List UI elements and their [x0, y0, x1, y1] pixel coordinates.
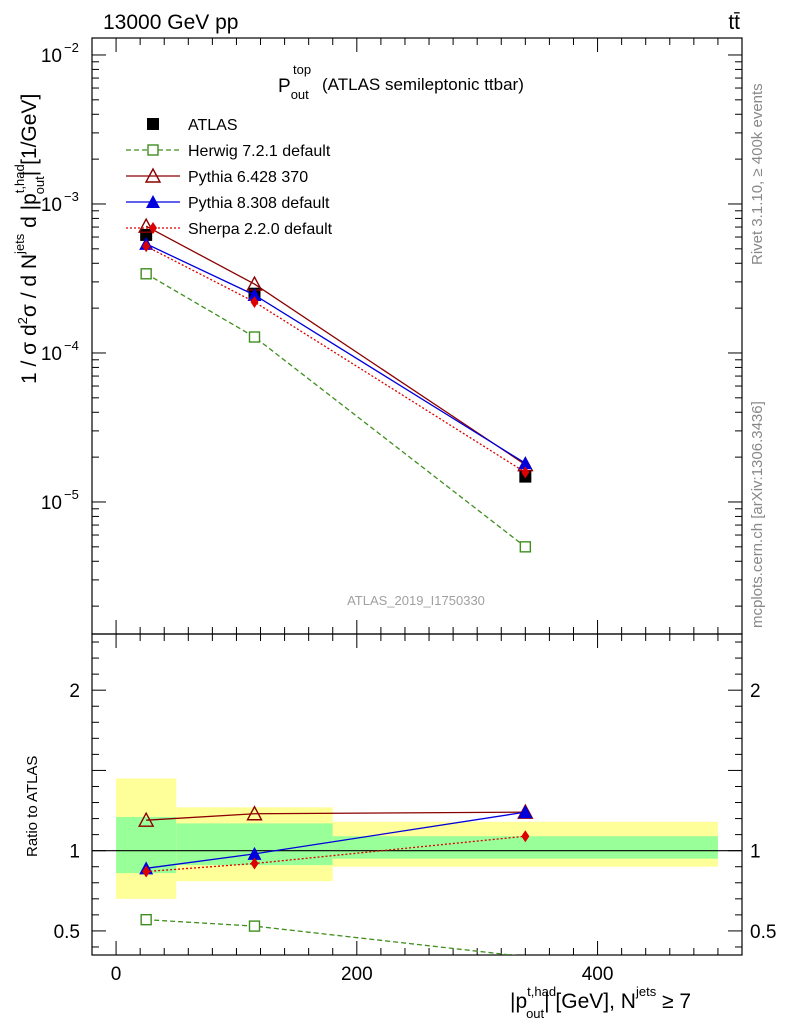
ratio-point-sherpa-2-2-0-default [521, 830, 530, 843]
y-tick-label-main: 10 [41, 493, 62, 514]
plot-title: Pout [278, 76, 309, 102]
y-tick-label-main-exp: −3 [64, 189, 79, 204]
main-point-herwig-7-2-1-default [248, 331, 261, 343]
main-line-sherpa-2-2-0-default [145, 245, 526, 473]
ratio-point-pythia-6-428-370 [246, 805, 263, 821]
analysis-watermark: ATLAS_2019_I1750330 [347, 593, 485, 608]
ratio-point-herwig-7-2-1-default [140, 913, 152, 926]
main-point-herwig-7-2-1-default [140, 268, 152, 280]
y-tick-label-main-exp: −2 [64, 40, 79, 55]
x-tick-label: 0 [111, 964, 122, 985]
legend-label-pythia-8-308-default: Pythia 8.308 default [188, 195, 330, 212]
ratio-point-pythia-8-308-default [518, 805, 533, 819]
y-tick-label-ratio: 2 [69, 681, 80, 702]
y-tick-label-main: 10 [41, 195, 62, 216]
legend-label-sherpa-2-2-0-default: Sherpa 2.2.0 default [188, 221, 333, 238]
legend-marker-herwig-7-2-1-default [147, 144, 159, 156]
main-series [137, 217, 534, 553]
legend-label-pythia-6-428-370: Pythia 6.428 370 [188, 169, 308, 186]
ratio-ylabel: Ratio to ATLAS [24, 756, 41, 857]
main-line-pythia-6-428-370 [145, 225, 526, 466]
ratio-point-pythia-6-428-370 [137, 811, 155, 827]
main-ylabel: 1 / σ d2σ / d Njets d |pt,had out| [1/GeV… [12, 94, 47, 384]
ratio-line-herwig-7-2-1-default [146, 919, 517, 955]
ratio-line-pythia-6-428-370 [146, 811, 526, 821]
main-line-herwig-7-2-1-default [145, 273, 526, 548]
main-point-pythia-6-428-370 [137, 217, 155, 233]
header-process: tt̄ [728, 11, 740, 34]
x-tick-label: 400 [582, 964, 614, 985]
rivet-label: Rivet 3.1.10, ≥ 400k events [749, 83, 766, 265]
y-tick-label-ratio-right: 1 [750, 842, 761, 863]
plot-title-base: P [278, 76, 291, 97]
x-tick-label: 200 [341, 964, 373, 985]
main-point-pythia-8-308-default [518, 456, 533, 470]
plot-title-sub: out [291, 87, 309, 102]
ratio-series [137, 803, 534, 955]
ratio-bands [92, 778, 742, 899]
legend-marker-pythia-8-308-default [146, 195, 160, 208]
y-tick-label-main: 10 [41, 46, 62, 67]
legend-marker-pythia-6-428-370 [144, 167, 162, 183]
ratio-point-herwig-7-2-1-default [248, 920, 261, 932]
main-point-sherpa-2-2-0-default [142, 240, 151, 253]
plot-title-sup: top [293, 62, 311, 77]
y-tick-label-ratio: 0.5 [54, 922, 80, 943]
legend-marker-sherpa-2-2-0-default [149, 222, 157, 234]
ratio-point-sherpa-2-2-0-default [142, 865, 151, 878]
y-tick-label-ratio-right: 0.5 [750, 922, 776, 943]
main-point-sherpa-2-2-0-default [521, 466, 530, 479]
main-line-pythia-8-308-default [145, 243, 526, 464]
y-tick-label-main: 10 [41, 344, 62, 365]
ratio-point-sherpa-2-2-0-default [250, 857, 259, 870]
legend-label-atlas: ATLAS [188, 117, 238, 134]
main-point-pythia-8-308-default [247, 287, 262, 301]
x-axis-label: |pt,had out| [GeV], Njets ≥ 7 [510, 984, 691, 1021]
legend-label-herwig-7-2-1-default: Herwig 7.2.1 default [188, 143, 331, 160]
legend-marker-atlas [147, 118, 159, 130]
ratio-plot-frame [91, 633, 743, 956]
main-ylabel-text: 1 / σ d2σ / d Njets d |pt,had out| [1/GeV… [12, 94, 47, 384]
main-point-herwig-7-2-1-default [519, 541, 532, 553]
header-energy: 13000 GeV pp [103, 11, 238, 34]
y-tick-label-ratio-right: 2 [750, 681, 761, 702]
legend: ATLAS Herwig 7.2.1 default Pythia 6.428 37… [126, 117, 333, 238]
y-tick-label-ratio: 1 [69, 842, 80, 863]
y-tick-label-main-exp: −5 [64, 487, 79, 502]
band-green-2 [332, 836, 718, 859]
main-point-sherpa-2-2-0-default [250, 295, 259, 308]
ratio-point-pythia-8-308-default [247, 846, 262, 860]
y-tick-label-main-exp: −4 [64, 338, 79, 353]
plot-title-rest: (ATLAS semileptonic ttbar) [322, 75, 524, 94]
mcplots-label: mcplots.cern.ch [arXiv:1306.3436] [749, 401, 766, 628]
